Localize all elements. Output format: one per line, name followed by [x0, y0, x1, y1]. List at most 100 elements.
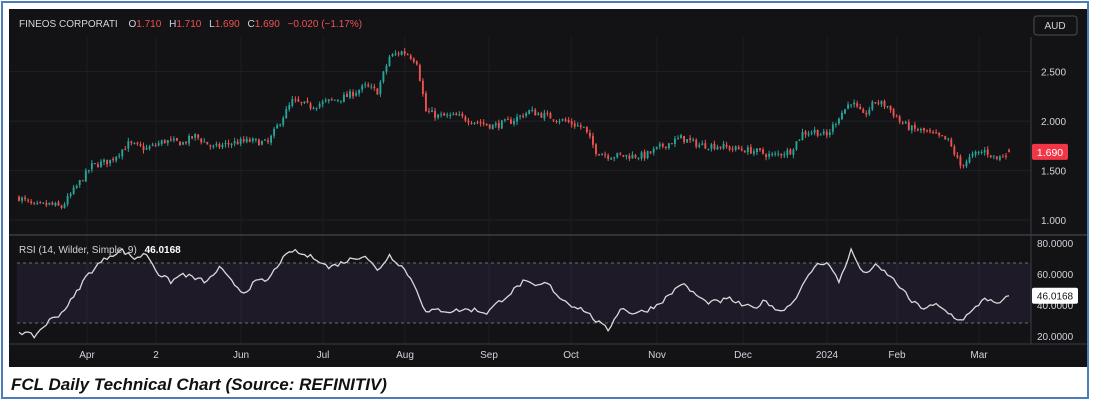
candle: [780, 153, 783, 159]
candle: [913, 121, 916, 132]
candle: [194, 133, 197, 141]
candle: [157, 140, 160, 147]
candle: [746, 145, 749, 155]
candle: [394, 50, 397, 57]
candle: [965, 159, 968, 169]
candle: [312, 106, 315, 110]
candle: [294, 96, 297, 103]
candle: [789, 148, 792, 155]
candle: [649, 151, 652, 155]
candle: [60, 204, 63, 210]
candle: [130, 140, 133, 146]
candle: [546, 110, 549, 117]
candle: [929, 128, 931, 134]
candle: [935, 129, 938, 134]
candle: [297, 96, 300, 103]
high-label: H: [169, 19, 176, 30]
candlestick-series: [18, 48, 1010, 210]
candle: [449, 112, 452, 119]
candle: [737, 144, 740, 150]
time-tick-label: Jun: [233, 350, 249, 361]
candle: [719, 146, 722, 150]
candle: [689, 135, 692, 143]
candle: [166, 139, 169, 146]
candle: [212, 144, 215, 149]
candle: [713, 140, 716, 151]
chart-svg[interactable]: 2.500 2.000 1.500 1.000 80.0000 60.0000 40.00…: [9, 9, 1087, 367]
candle: [476, 120, 479, 125]
candle: [491, 124, 494, 130]
candle: [971, 151, 974, 159]
candle: [254, 137, 257, 143]
candle: [84, 168, 87, 183]
candle: [646, 150, 649, 160]
candle: [916, 127, 919, 132]
candle: [309, 101, 312, 111]
currency-button[interactable]: AUD: [1033, 15, 1078, 36]
candle: [677, 135, 679, 140]
time-tick-label: Dec: [734, 350, 752, 361]
candle: [121, 149, 124, 160]
candle: [497, 119, 500, 131]
candle: [200, 137, 203, 145]
rsi-series: [18, 247, 1010, 339]
candle: [801, 128, 804, 141]
time-axis: Apr 2 Jun Jul Aug Sep Oct Nov Dec 2024 Feb Mar: [79, 350, 988, 361]
candle: [664, 146, 667, 150]
candle: [397, 51, 400, 57]
candle: [455, 112, 458, 116]
candle: [257, 138, 260, 146]
time-tick-label: Nov: [648, 350, 666, 361]
candle: [786, 147, 789, 159]
close-value: 1.690: [255, 19, 280, 30]
candle: [421, 78, 424, 97]
candle: [443, 112, 446, 116]
candle: [543, 109, 546, 121]
rsi-tick-label: 40.0000: [1037, 301, 1074, 312]
candle: [956, 152, 959, 159]
price-tick-label: 2.000: [1041, 117, 1066, 128]
candle: [661, 142, 664, 149]
candle: [197, 133, 200, 141]
candle: [674, 135, 676, 147]
candle: [367, 82, 370, 88]
candle: [749, 144, 752, 154]
currency-button-label[interactable]: AUD: [1044, 21, 1065, 32]
candle: [819, 132, 822, 136]
candle: [464, 115, 467, 123]
candle: [567, 117, 570, 124]
rsi-tick-label: 20.0000: [1037, 332, 1074, 343]
candle: [513, 118, 515, 127]
candle: [473, 122, 476, 125]
candle: [871, 100, 874, 112]
rsi-value-tag: 46.0168: [1032, 287, 1078, 304]
candle: [771, 151, 774, 157]
candle: [941, 135, 944, 137]
price-axis: 2.500 2.000 1.500 1.000: [1041, 68, 1066, 227]
candle: [883, 99, 886, 110]
candle: [516, 113, 518, 126]
candle: [385, 63, 388, 75]
candle: [412, 57, 415, 64]
candle: [285, 105, 288, 119]
grid: [9, 37, 1031, 344]
candle: [160, 139, 163, 146]
candle: [209, 144, 212, 150]
candle: [895, 114, 898, 118]
candle: [106, 159, 109, 168]
candle: [683, 135, 686, 145]
candle: [415, 60, 418, 66]
candle: [327, 99, 330, 104]
candle: [652, 146, 655, 156]
candle: [33, 202, 36, 206]
candle: [36, 200, 39, 205]
candle: [798, 139, 801, 142]
candle: [686, 139, 689, 143]
candle: [154, 142, 157, 148]
candle: [236, 138, 239, 145]
candle: [203, 138, 206, 143]
candle: [112, 156, 115, 163]
candle: [564, 117, 567, 123]
candle: [534, 108, 537, 116]
candle: [424, 90, 427, 112]
